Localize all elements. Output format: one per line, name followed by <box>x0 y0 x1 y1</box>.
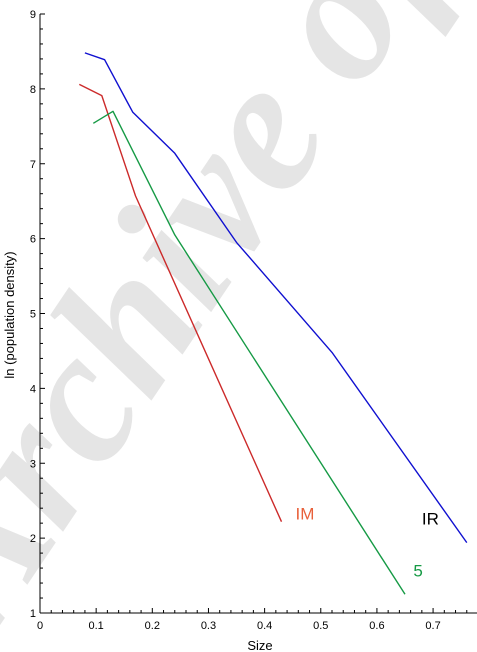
series-line-5 <box>92 110 406 595</box>
series-label-5: 5 <box>413 561 422 580</box>
x-tick-label: 0 <box>37 620 43 632</box>
x-tick-label: 0.2 <box>145 620 160 632</box>
y-tick-label: 3 <box>30 458 36 470</box>
series-labels: IM IR 5 <box>296 504 439 580</box>
x-tick-label: 0.6 <box>369 620 384 632</box>
y-tick-label: 9 <box>30 9 36 21</box>
series-label-ir: IR <box>422 510 439 529</box>
x-tick-label: 0.5 <box>313 620 328 632</box>
y-tick-label: 4 <box>30 383 36 395</box>
x-axis-title: Size <box>247 638 272 652</box>
y-axis-title: ln (population density) <box>2 251 17 378</box>
y-tick-label: 2 <box>30 533 36 545</box>
x-tick-label: 0.7 <box>425 620 440 632</box>
y-tick-label: 6 <box>30 234 36 246</box>
y-tick-label: 1 <box>30 608 36 620</box>
series-line-im <box>78 83 283 522</box>
series-label-im: IM <box>296 504 315 523</box>
x-tick-label: 0.3 <box>201 620 216 632</box>
series-line-ir <box>84 52 468 544</box>
x-tick-label: 0.4 <box>257 620 272 632</box>
y-tick-label: 5 <box>30 309 36 321</box>
y-tick-label: 7 <box>30 159 36 171</box>
ticks: 0 0.1 0.2 0.3 0.4 0.5 0.6 0.7 1 2 3 4 5 6 7 8 9 <box>30 9 468 632</box>
x-tick-label: 0.1 <box>89 620 104 632</box>
series-lines <box>78 52 468 595</box>
y-tick-label: 8 <box>30 84 36 96</box>
